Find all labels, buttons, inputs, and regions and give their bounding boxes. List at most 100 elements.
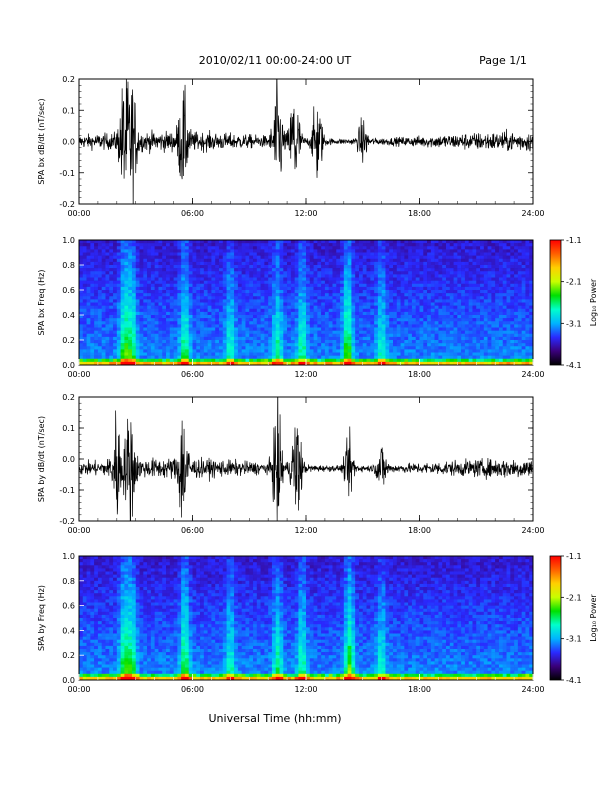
- heatmap-cell: [200, 255, 205, 260]
- heatmap-cell: [529, 271, 534, 275]
- heatmap-cell: [237, 358, 242, 363]
- heatmap-cell: [506, 283, 511, 288]
- heatmap-cell: [188, 321, 193, 325]
- heatmap-cell: [411, 299, 417, 303]
- heatmap-cell: [453, 261, 458, 266]
- heatmap-cell: [116, 261, 121, 266]
- heatmap-cell: [313, 243, 318, 247]
- heatmap-cell: [128, 318, 133, 322]
- heatmap-cell: [336, 252, 341, 256]
- heatmap-cell: [321, 324, 326, 328]
- heatmap-cell: [525, 274, 530, 278]
- heatmap-cell: [181, 324, 186, 328]
- heatmap-cell: [306, 324, 311, 328]
- heatmap-cell: [332, 252, 337, 256]
- heatmap-cell: [457, 280, 462, 285]
- heatmap-cell: [423, 349, 428, 353]
- heatmap-cell: [162, 358, 167, 363]
- heatmap-cell: [332, 327, 337, 331]
- heatmap-cell: [457, 268, 462, 272]
- heatmap-cell: [347, 361, 352, 366]
- heatmap-cell: [514, 255, 519, 260]
- heatmap-cell: [154, 311, 159, 316]
- heatmap-cell: [143, 293, 148, 297]
- heatmap-cell: [302, 305, 307, 310]
- heatmap-cell: [90, 349, 95, 353]
- heatmap-cell: [249, 352, 254, 356]
- heatmap-cell: [298, 315, 303, 319]
- heatmap-cell: [381, 255, 386, 260]
- heatmap-cell: [147, 315, 152, 319]
- heatmap-cell: [105, 308, 110, 313]
- heatmap-cell: [514, 302, 519, 306]
- heatmap-cell: [90, 352, 95, 356]
- heatmap-cell: [94, 308, 99, 313]
- heatmap-cell: [271, 271, 277, 275]
- heatmap-cell: [245, 286, 250, 291]
- heatmap-cell: [245, 268, 250, 272]
- heatmap-cell: [131, 302, 137, 306]
- heatmap-cell: [97, 286, 102, 291]
- heatmap-cell: [343, 308, 348, 313]
- heatmap-cell: [347, 249, 352, 253]
- heatmap-cell: [135, 258, 140, 263]
- heatmap-cell: [90, 333, 95, 338]
- heatmap-cell: [324, 324, 329, 328]
- heatmap-cell: [408, 286, 413, 291]
- heatmap-cell: [131, 315, 137, 319]
- heatmap-cell: [218, 240, 224, 244]
- heatmap-cell: [491, 358, 496, 363]
- heatmap-cell: [415, 358, 420, 363]
- heatmap-cell: [241, 315, 246, 319]
- heatmap-cell: [222, 318, 227, 322]
- heatmap-cell: [449, 255, 454, 260]
- heatmap-cell: [211, 343, 216, 347]
- heatmap-cell: [200, 308, 205, 313]
- heatmap-cell: [290, 340, 295, 344]
- heatmap-cell: [279, 286, 284, 291]
- heatmap-cell: [218, 308, 224, 313]
- heatmap-cell: [207, 258, 212, 263]
- heatmap-cell: [411, 286, 417, 291]
- heatmap-cell: [445, 252, 451, 256]
- heatmap-cell: [491, 361, 496, 366]
- heatmap-cell: [317, 324, 322, 328]
- heatmap-cell: [351, 268, 356, 272]
- heatmap-cell: [279, 305, 284, 310]
- heatmap-cell: [124, 333, 129, 338]
- heatmap-cell: [173, 330, 178, 335]
- heatmap-cell: [218, 349, 224, 353]
- heatmap-cell: [260, 318, 265, 322]
- heatmap-cell: [109, 343, 114, 347]
- heatmap-cell: [230, 346, 235, 350]
- heatmap-cell: [109, 296, 114, 300]
- y-tick-label: -0.2: [59, 200, 75, 209]
- heatmap-cell: [97, 340, 102, 344]
- heatmap-cell: [124, 290, 129, 294]
- heatmap-cell: [464, 324, 469, 328]
- heatmap-cell: [241, 321, 246, 325]
- heatmap-cell: [82, 305, 87, 310]
- heatmap-cell: [355, 324, 360, 328]
- heatmap-cell: [124, 277, 129, 281]
- heatmap-cell: [336, 349, 341, 353]
- heatmap-cell: [120, 321, 125, 325]
- heatmap-cell: [498, 308, 504, 313]
- heatmap-cell: [374, 280, 379, 285]
- heatmap-cell: [468, 271, 473, 275]
- heatmap-cell: [464, 305, 469, 310]
- heatmap-cell: [321, 283, 326, 288]
- heatmap-cell: [366, 268, 371, 272]
- heatmap-cell: [218, 252, 224, 256]
- heatmap-cell: [196, 249, 201, 253]
- heatmap-cell: [449, 349, 454, 353]
- heatmap-cell: [438, 346, 443, 350]
- heatmap-cell: [166, 274, 171, 278]
- heatmap-cell: [415, 336, 420, 341]
- heatmap-cell: [358, 274, 364, 278]
- heatmap-cell: [147, 255, 152, 260]
- heatmap-cell: [370, 255, 375, 260]
- heatmap-cell: [517, 296, 522, 300]
- heatmap-cell: [506, 290, 511, 294]
- heatmap-cell: [230, 318, 235, 322]
